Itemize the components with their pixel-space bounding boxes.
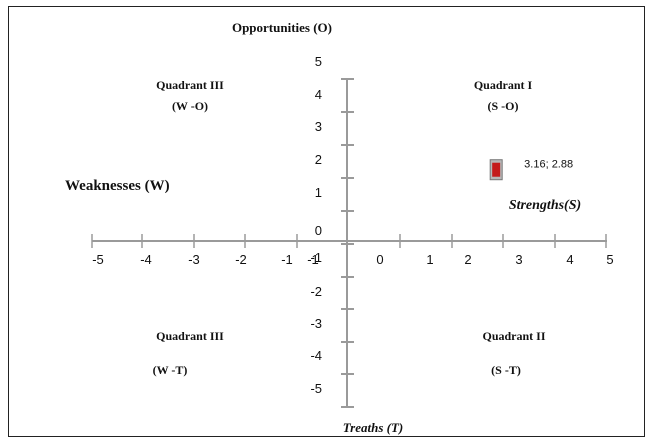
x-tick-label: -5: [92, 252, 104, 267]
x-tick-label: 5: [606, 252, 613, 267]
quadrant-code-top-left: (W -O): [172, 99, 208, 113]
y-tick-label: 4: [315, 87, 322, 102]
x-tick-label: 3: [515, 252, 522, 267]
x-tick-label: 1: [426, 252, 433, 267]
quadrant-label-top-left: Quadrant III: [156, 78, 224, 92]
chart-frame: [8, 6, 645, 437]
y-tick-label: 5: [315, 54, 322, 69]
x-tick-label: -1: [307, 252, 319, 267]
quadrant-code-top-right: (S -O): [488, 99, 519, 113]
x-tick-label: 4: [566, 252, 573, 267]
x-tick-label: 0: [376, 252, 383, 267]
y-tick-label: 0: [315, 223, 322, 238]
axis-title-opportunities: Opportunities (O): [232, 20, 332, 35]
y-tick-label: 2: [315, 152, 322, 167]
x-tick-label: -4: [140, 252, 152, 267]
y-tick-label: -5: [310, 381, 322, 396]
x-axis-ticks: -5 -4 -3 -2 -1 -1 0 1 2 3 4 5: [91, 234, 614, 267]
data-point-label: 3.16; 2.88: [524, 159, 573, 171]
quadrant-label-top-right: Quadrant I: [474, 78, 533, 92]
data-points: 3.16; 2.88: [489, 159, 573, 181]
quadrant-label-bottom-left: Quadrant III: [156, 329, 224, 343]
y-tick-label: -3: [310, 316, 322, 331]
x-tick-label: -3: [188, 252, 200, 267]
y-tick-label: -4: [310, 348, 322, 363]
quadrant-code-bottom-right: (S -T): [491, 363, 521, 377]
y-tick-label: 1: [315, 185, 322, 200]
x-tick-label: 2: [464, 252, 471, 267]
quadrant-code-bottom-left: (W -T): [153, 363, 188, 377]
axis-title-strengths: Strengths(S): [509, 198, 581, 213]
axis-title-treaths: Treaths (T): [343, 420, 404, 435]
y-axis-ticks: 5 4 3 2 1 0 -1 -2 -3 -4 -5: [310, 54, 354, 408]
y-tick-label: 3: [315, 119, 322, 134]
quadrant-label-bottom-right: Quadrant II: [482, 329, 545, 343]
x-tick-label: -2: [235, 252, 247, 267]
x-tick-label: -1: [281, 252, 293, 267]
y-tick-label: -1: [310, 250, 322, 265]
axis-title-weaknesses: Weaknesses (W): [65, 178, 170, 194]
y-tick-label: -2: [310, 284, 322, 299]
data-point-marker: [492, 162, 501, 177]
